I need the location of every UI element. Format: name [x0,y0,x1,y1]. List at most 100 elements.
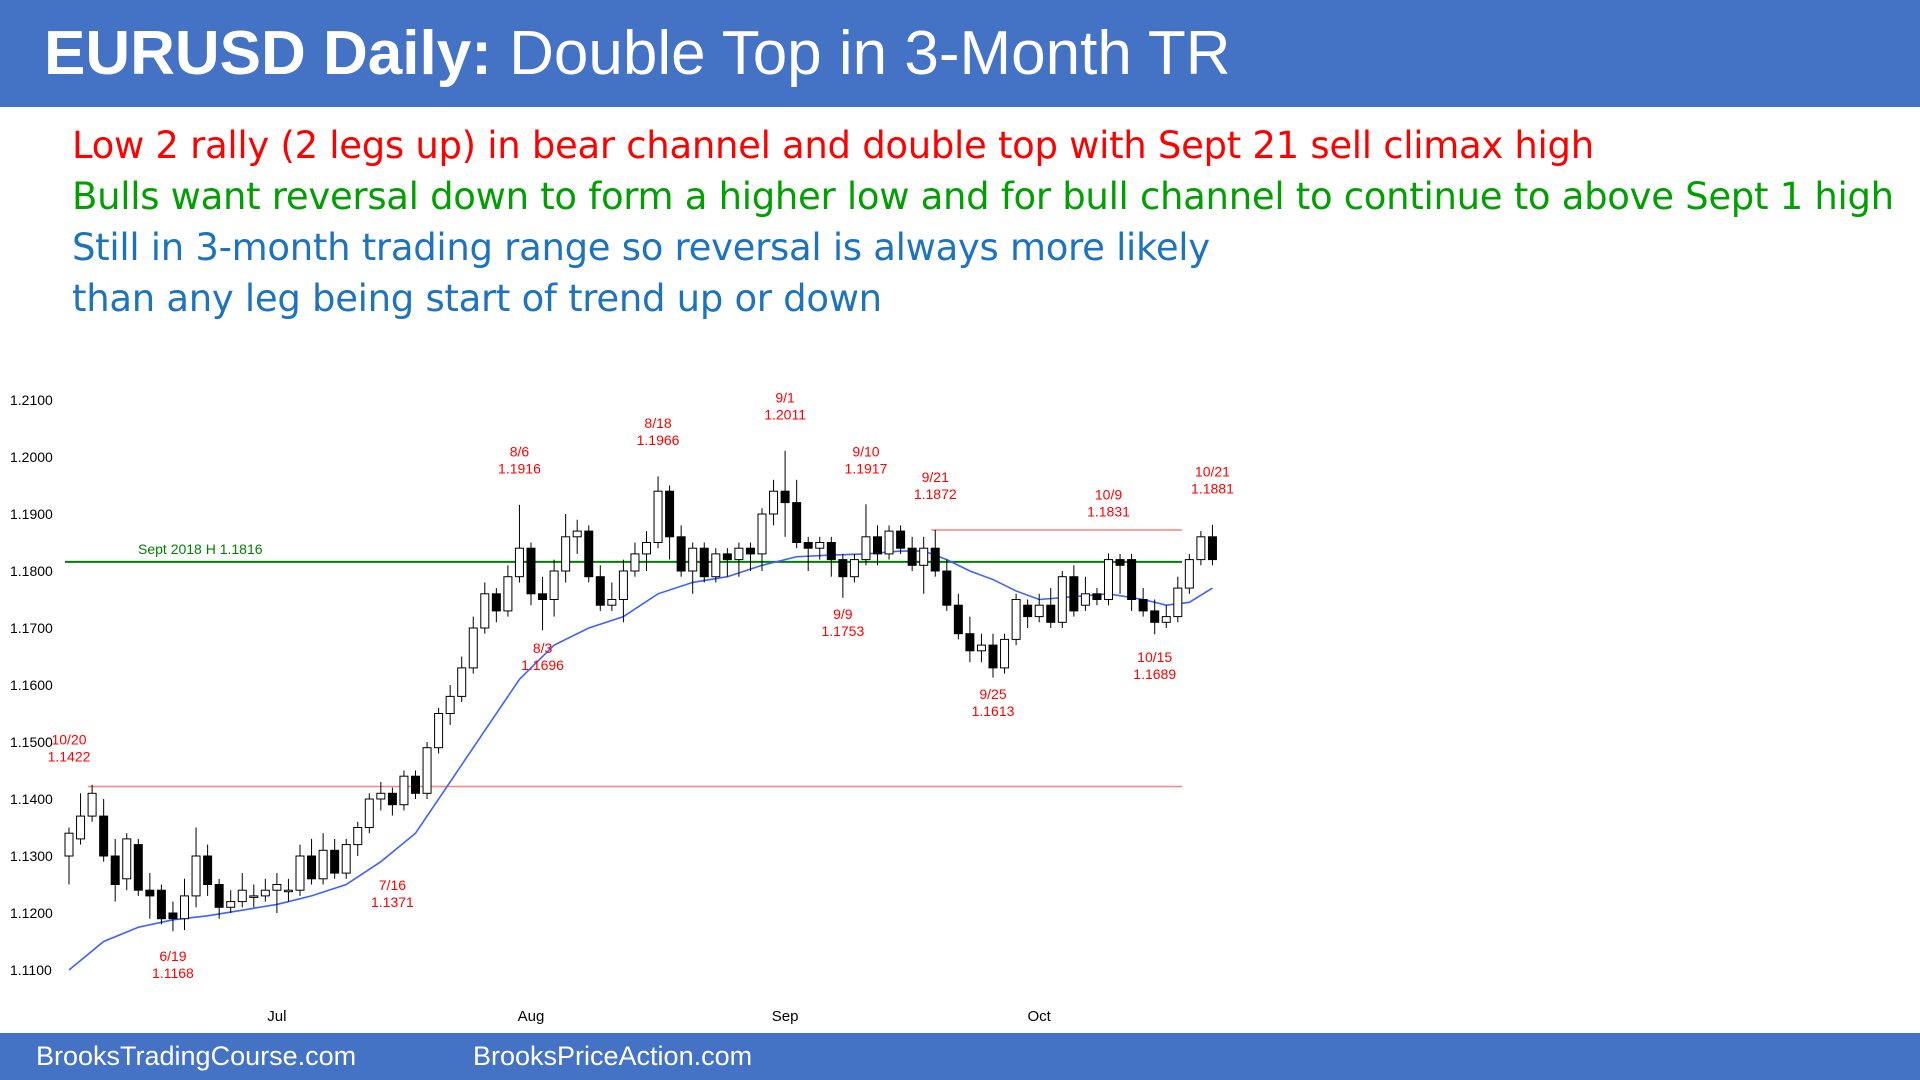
bear-candle [1150,610,1160,623]
annotation-price: 1.1872 [914,486,957,502]
x-tick-label: Oct [1028,1008,1052,1025]
bull-candle [561,536,571,572]
bull-candle [503,576,513,612]
bear-candle [584,530,594,578]
slide-header: EURUSD Daily: Double Top in 3-Month TR [0,0,1920,107]
y-tick-label: 1.1500 [10,734,53,750]
bear-candle [699,547,709,578]
annotation-date: 10/9 [1095,486,1122,502]
commentary: Low 2 rally (2 legs up) in bear channel … [72,120,1894,324]
annotation-date: 8/18 [644,415,671,431]
annotation-price: 1.1966 [637,432,680,448]
y-tick-label: 1.1100 [10,962,52,978]
bear-candle [838,559,848,578]
bull-candle [180,895,189,920]
bull-candle [549,570,559,600]
note-4: than any leg being start of trend up or … [72,277,882,320]
annotation-date: 10/15 [1137,649,1172,665]
annotation-price: 1.1168 [152,965,194,981]
annotation-date: 7/16 [379,877,406,893]
bear-candle [133,844,143,891]
y-tick-label: 1.2000 [10,449,53,465]
bull-candle [191,855,201,897]
footer-left-link[interactable]: BrooksTradingCourse.com [36,1041,357,1071]
annotation-price: 1.1917 [845,461,888,477]
bear-candle [145,889,155,897]
bull-candle [630,553,640,572]
bull-candle [653,490,663,543]
annotation-date: 10/21 [1195,464,1230,480]
bear-candle [1069,576,1079,612]
slide-footer: BrooksTradingCourse.com BrooksPriceActio… [0,1033,1920,1080]
y-tick-label: 1.1400 [10,791,53,807]
annotation-price: 1.1881 [1191,481,1234,497]
y-tick-label: 1.1600 [10,677,53,693]
bull-candle [457,667,467,697]
x-tick-label: Jul [267,1008,286,1025]
annotation-date: 10/20 [51,731,86,747]
bear-candle [965,633,975,652]
bull-candle [318,849,328,880]
y-tick-label: 1.1300 [10,848,53,864]
bull-candle [353,827,363,846]
bear-candle [792,502,802,543]
bear-candle [676,536,686,572]
x-tick-label: Aug [518,1008,545,1025]
bull-candle [815,542,825,549]
bull-candle [295,855,305,891]
bull-candle [572,530,582,538]
slide-title: EURUSD Daily: Double Top in 3-Month TR [44,18,1231,89]
bear-candle [538,593,548,601]
bull-candle [364,798,374,828]
bull-candle [884,530,894,555]
bull-candle [514,547,524,578]
bear-candle [411,775,420,794]
bear-candle [110,855,120,885]
annotation-date: 8/3 [533,640,553,656]
bear-candle [168,912,178,920]
bull-candle [849,559,859,578]
bull-candle [468,627,478,669]
annotation-date: 8/6 [510,444,530,460]
x-tick-label: Sep [772,1008,799,1025]
y-tick-label: 1.1200 [10,905,53,921]
bull-candle [1057,576,1067,623]
bear-candle [665,490,675,538]
bull-candle [260,889,270,897]
bull-candle [861,536,871,561]
bull-candle [769,490,779,515]
bear-candle [930,547,940,572]
bull-candle [1196,536,1206,561]
bear-candle [214,884,224,908]
bull-candle [122,838,132,880]
bull-candle [919,547,929,566]
annotation-date: 9/21 [922,469,949,485]
bull-candle [87,792,97,817]
bear-candle [803,542,813,549]
bear-candle [491,593,501,612]
bull-candle [1161,616,1171,623]
bull-candle [688,547,698,572]
bull-candle [1034,604,1044,618]
bull-candle [1000,638,1010,669]
bear-candle [745,547,755,555]
bull-candle [76,815,86,840]
bear-candle [873,536,882,555]
y-tick-label: 1.2100 [10,392,53,408]
bull-candle [1080,593,1090,606]
bear-candle [722,553,732,561]
footer-right-link[interactable]: BrooksPriceAction.com [473,1041,753,1071]
bull-candle [1184,559,1194,589]
y-tick-label: 1.1900 [10,506,53,522]
annotation-price: 1.1422 [48,748,91,764]
bull-candle [237,889,247,903]
bear-candle [1127,559,1137,601]
note-3: Still in 3-month trading range so revers… [72,226,1210,269]
annotation-price: 1.1613 [972,703,1015,719]
annotation-date: 9/10 [852,444,879,460]
bull-candle [1173,587,1183,618]
annotation-price: 1.1371 [371,894,414,910]
annotation-date: 9/9 [833,606,853,622]
bear-candle [896,530,906,549]
annotation-price: 1.1916 [498,461,541,477]
